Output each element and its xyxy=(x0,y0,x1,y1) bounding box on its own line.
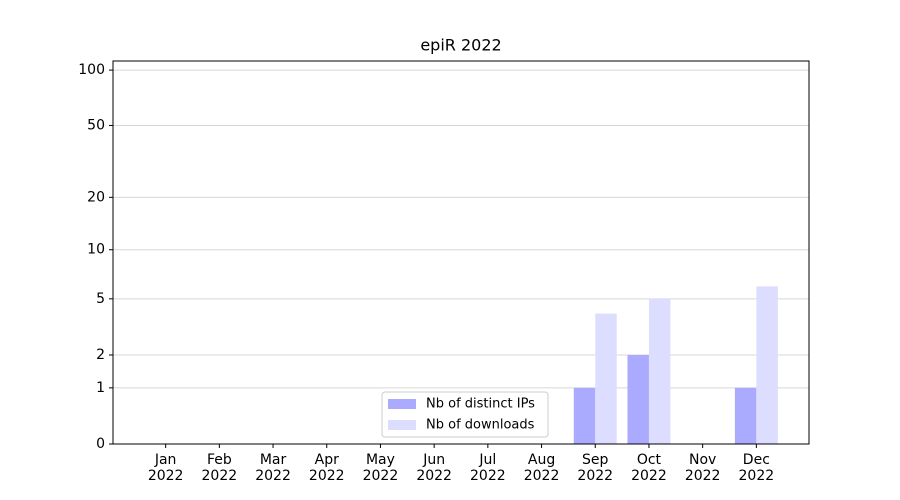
legend-swatch xyxy=(388,420,416,430)
y-tick-label: 100 xyxy=(78,62,105,78)
x-tick-label: Jul 2022 xyxy=(470,452,506,484)
y-tick-label: 0 xyxy=(96,436,105,452)
bar xyxy=(627,354,649,444)
bar xyxy=(648,298,671,444)
bar xyxy=(734,387,757,444)
x-tick-label: Apr 2022 xyxy=(308,452,345,484)
y-tick-label: 1 xyxy=(96,380,105,396)
legend-label: Nb of downloads xyxy=(426,418,535,433)
x-tick-label: Oct 2022 xyxy=(631,452,667,484)
y-tick-label: 10 xyxy=(87,242,105,258)
x-tick-label: Mar 2022 xyxy=(255,452,291,484)
x-tick-label: May 2022 xyxy=(362,452,399,484)
x-tick-label: Aug 2022 xyxy=(523,452,560,484)
x-tick-label: Dec 2022 xyxy=(738,452,775,484)
bar xyxy=(573,387,596,444)
legend-box xyxy=(381,391,549,438)
y-tick-label: 50 xyxy=(87,117,105,133)
chart-title: epiR 2022 xyxy=(420,36,501,55)
legend: Nb of distinct IPs Nb of downloads xyxy=(381,391,549,438)
x-tick-label: Nov 2022 xyxy=(684,452,721,484)
x-tick-label: Feb 2022 xyxy=(201,452,238,484)
y-tick-label: 5 xyxy=(96,291,105,307)
x-tick-label: Sep 2022 xyxy=(577,452,614,484)
y-tick-label: 20 xyxy=(87,189,105,205)
y-tick-label: 2 xyxy=(96,347,105,363)
plot-frame xyxy=(112,60,810,445)
legend-label: Nb of distinct IPs xyxy=(426,397,535,412)
x-tick-label: Jan 2022 xyxy=(147,452,184,484)
x-tick-label: Jun 2022 xyxy=(416,452,452,484)
bar xyxy=(595,313,617,444)
bar xyxy=(756,286,778,444)
legend-swatch xyxy=(388,399,416,409)
